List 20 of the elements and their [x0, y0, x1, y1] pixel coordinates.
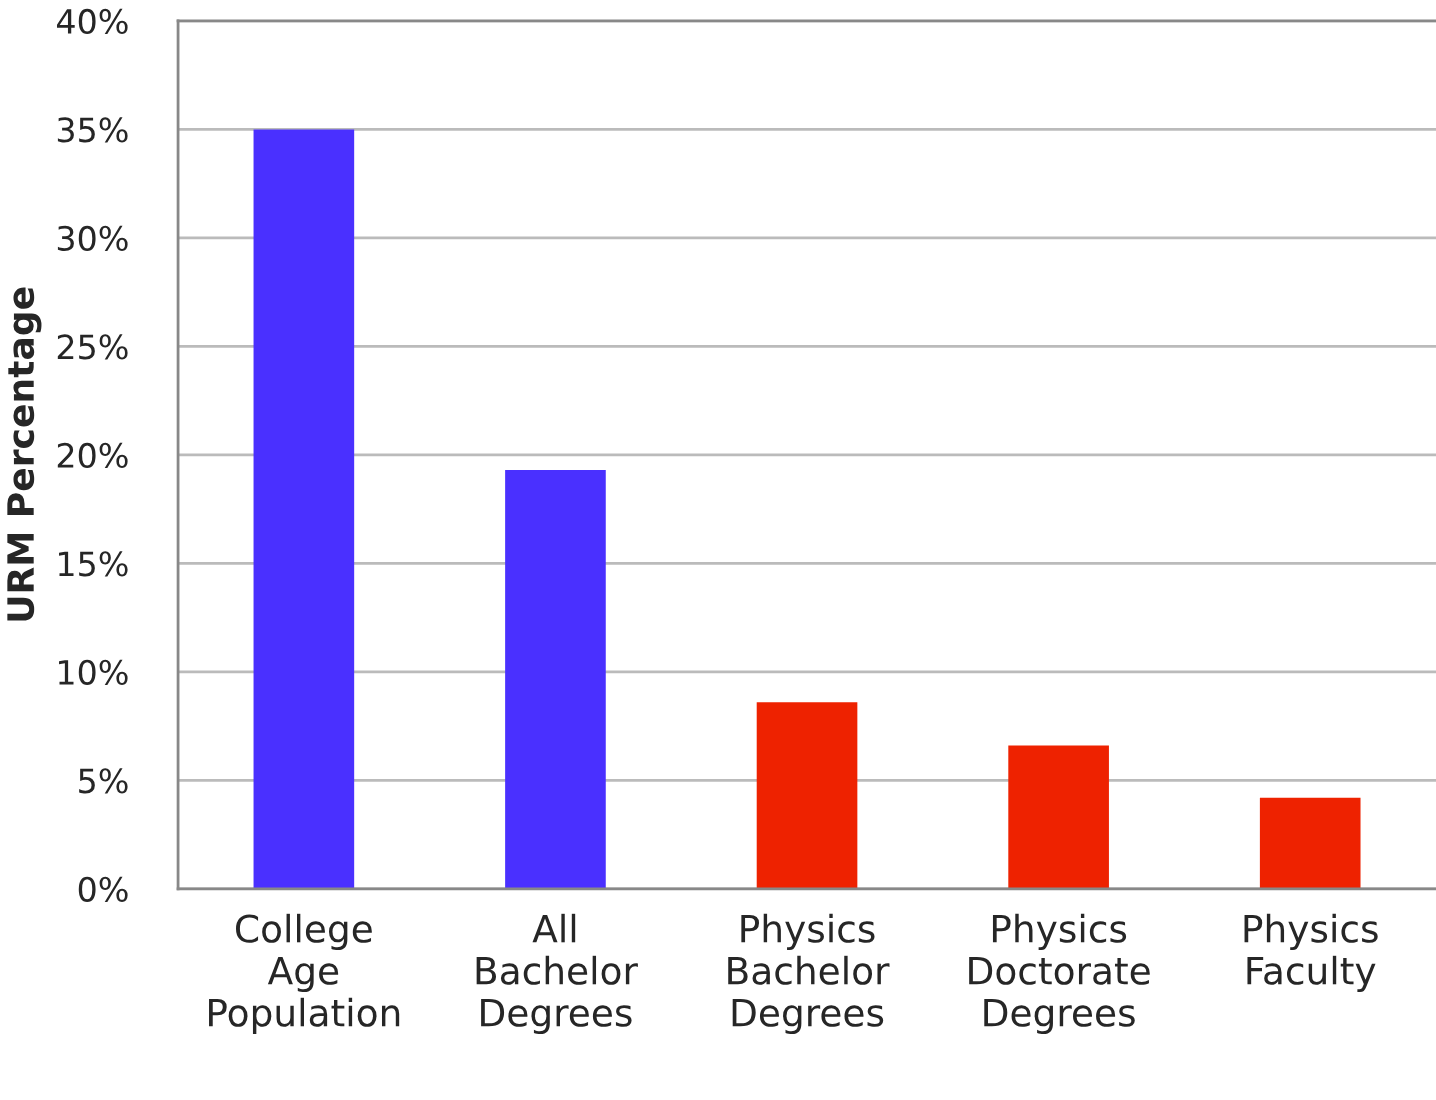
bar [253, 129, 355, 889]
bar [1259, 797, 1361, 889]
x-tick-label: Physics Faculty [1244, 913, 1378, 993]
x-tick-label: Physics Bachelor Degrees [728, 913, 890, 1035]
y-tick-label: 30% [57, 225, 128, 252]
bar [756, 702, 858, 889]
y-tick-label: 10% [59, 659, 128, 685]
bar [1008, 745, 1109, 889]
x-tick-label: All Bachelor Degrees [476, 913, 638, 1035]
x-tick-label: College Age Population [209, 913, 400, 1035]
bar [505, 470, 606, 889]
x-tick-label: Physics Doctorate Degrees [969, 913, 1150, 1035]
y-tick-label: 0% [78, 876, 128, 902]
y-tick-label: 20% [57, 442, 128, 468]
y-tick-label: 5% [79, 768, 128, 794]
y-tick-label: 25% [57, 334, 128, 360]
y-axis-title: URM Percentage [7, 287, 42, 621]
y-tick-label: 35% [57, 117, 128, 143]
y-tick-label: 15% [59, 551, 128, 577]
y-tick-label: 40% [56, 8, 128, 35]
